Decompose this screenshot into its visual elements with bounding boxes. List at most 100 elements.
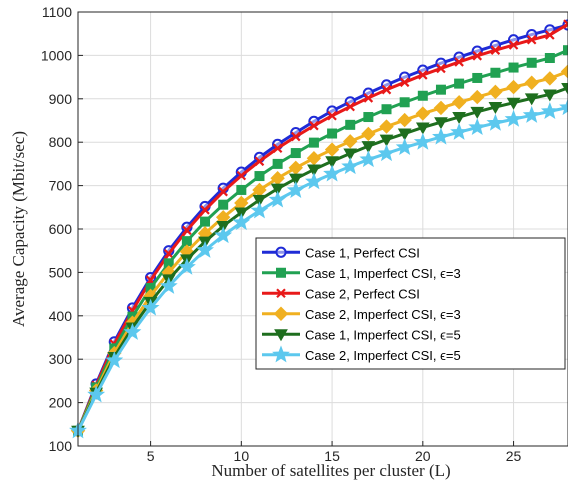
star-marker [486,113,505,131]
series-line [76,22,568,432]
diamond-marker [560,64,568,79]
y-tick-label: 400 [49,308,73,324]
square-marker [508,62,519,73]
star-marker [377,144,396,162]
star-marker [413,132,432,150]
square-marker [327,128,338,139]
star-marker [250,201,269,219]
x-marker [490,45,501,55]
square-marker [345,119,356,130]
triangle-marker [434,117,448,130]
star-marker [214,226,233,244]
x-marker [545,30,555,40]
diamond-marker [524,75,539,90]
y-axis-title: Average Capacity (Mbit/sec) [9,131,28,327]
y-tick-label: 700 [49,178,73,194]
series-3 [73,19,568,436]
series-line [76,70,568,432]
y-tick-label: 1100 [42,4,72,20]
x-marker [345,101,355,112]
x-marker [563,19,568,29]
star-marker [196,240,214,258]
triangle-marker [270,183,285,196]
circle-marker [275,246,287,258]
star-marker [177,257,196,275]
square-marker [399,97,410,108]
diamond-marker [306,151,322,166]
series-line [76,48,568,432]
square-marker [218,199,229,210]
legend-label: Case 2, Imperfect CSI, ϵ=5 [305,348,461,363]
y-tick-label: 800 [49,134,73,150]
star-marker [341,157,360,175]
y-tick-label: 900 [49,91,73,107]
star-marker [323,164,342,182]
triangle-marker [361,141,376,154]
star-marker [522,105,541,123]
legend-label: Case 1, Perfect CSI [305,245,420,260]
star-marker [359,150,378,168]
x-marker [309,120,319,131]
star-marker [432,127,450,145]
legend-label: Case 1, Imperfect CSI, ϵ=5 [305,327,461,342]
square-marker [381,104,392,115]
square-marker [200,216,211,227]
diamond-marker [451,95,467,110]
star-marker [141,298,160,316]
y-tick-label: 100 [49,438,73,454]
triangle-marker [488,102,503,115]
legend-entry: Case 1, Imperfect CSI, ϵ=3 [262,266,461,281]
diamond-marker [542,71,558,86]
square-marker [254,171,265,182]
y-tick-label: 600 [49,221,73,237]
triangle-marker [343,148,358,161]
x-marker [182,225,192,236]
legend-label: Case 2, Imperfect CSI, ϵ=3 [305,307,461,322]
star-marker [286,180,305,198]
series-line [76,106,568,432]
square-marker [276,267,286,278]
x-marker [526,34,537,45]
y-tick-label: 1000 [41,47,72,63]
x-axis-title: Number of satellites per cluster (L) [211,461,450,480]
series-group [69,19,568,439]
square-marker [417,90,428,101]
series-6 [69,98,568,439]
star-marker [232,213,251,231]
x-tick-label: 15 [324,448,340,464]
series-1 [72,19,568,437]
x-marker [508,40,519,50]
star-marker [450,122,469,140]
square-marker [181,236,192,247]
square-marker [272,158,283,169]
legend: Case 1, Perfect CSI Case 1, Imperfect CSI… [255,237,566,370]
x-tick-label: 5 [147,448,155,464]
diamond-marker [415,106,431,121]
diamond-marker [470,89,485,105]
x-marker [454,57,464,67]
x-marker [327,110,337,121]
tick-labels: 5 10 15 20 25 100 200 300 400 500 600 700 800 900 1000… [41,4,522,464]
x-marker [436,63,446,74]
triangle-marker [325,156,339,169]
diamond-marker [433,100,449,116]
star-marker [304,172,323,190]
legend-entry: Case 1, Perfect CSI [262,245,420,260]
diamond-marker [506,79,521,95]
x-marker [276,288,286,299]
y-tick-label: 300 [49,351,73,367]
diamond-marker [324,142,340,157]
star-marker [504,109,523,127]
star-marker [123,322,142,340]
triangle-marker [274,329,288,342]
x-marker [272,143,283,154]
diamond-marker [273,306,289,321]
triangle-marker [452,112,466,125]
square-marker [236,184,247,195]
star-marker [268,190,287,208]
triangle-marker [542,89,557,102]
triangle-marker [524,93,539,106]
triangle-marker [470,106,485,119]
x-tick-label: 20 [415,448,431,464]
x-marker [399,77,410,88]
